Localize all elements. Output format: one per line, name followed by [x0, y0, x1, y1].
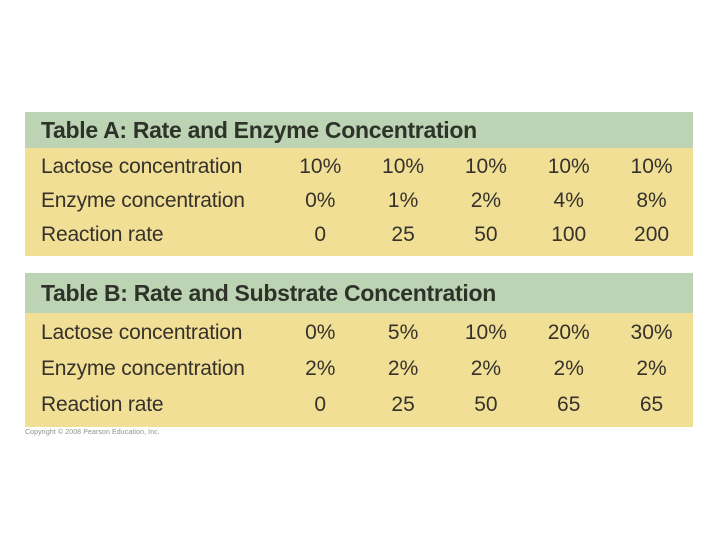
table-cell: 25 — [391, 393, 415, 416]
table-cell: 0% — [305, 321, 336, 344]
table-cell: 2% — [305, 357, 336, 380]
table-cell: 2% — [636, 357, 667, 380]
table-cell: 200 — [634, 223, 670, 246]
table-a-title: Table A: Rate and Enzyme Concentration — [41, 116, 477, 143]
table-cell: 10% — [382, 155, 425, 178]
table-cell: 10% — [547, 155, 590, 178]
table-cell: 4% — [553, 189, 584, 212]
row-label: Enzyme concentration — [41, 357, 245, 380]
table-cell: 20% — [547, 321, 590, 344]
table-cell: 2% — [387, 357, 419, 380]
table-cell: 10% — [299, 155, 342, 178]
row-label: Lactose concentration — [41, 155, 243, 178]
table-b-body: Lactose concentration 0% 5% 10% 20% 30% … — [25, 313, 693, 427]
table-cell: 10% — [464, 155, 507, 178]
copyright-notice: Copyright © 2008 Pearson Education, Inc. — [25, 429, 160, 436]
table-b-header: Table B: Rate and Substrate Concentratio… — [25, 273, 693, 313]
table-row: Lactose concentration 10% 10% 10% 10% 10… — [25, 150, 693, 184]
table-cell: 50 — [474, 393, 498, 416]
table-cell: 1% — [387, 189, 419, 212]
table-row: Enzyme concentration 2% 2% 2% 2% 2% — [25, 351, 693, 387]
table-cell: 65 — [557, 393, 581, 416]
table-row: Reaction rate 0 25 50 100 200 — [25, 218, 693, 252]
table-cell: 0 — [314, 393, 327, 416]
table-cell: 65 — [639, 393, 664, 416]
row-label: Lactose concentration — [41, 321, 243, 344]
table-a-header: Table A: Rate and Enzyme Concentration — [25, 112, 693, 148]
table-cell: 10% — [630, 155, 673, 178]
table-a-body: Lactose concentration 10% 10% 10% 10% 10… — [25, 148, 693, 256]
table-row: Lactose concentration 0% 5% 10% 20% 30% — [25, 315, 693, 351]
table-cell: 10% — [464, 321, 507, 344]
table-cell: 8% — [636, 189, 667, 212]
table-cell: 2% — [553, 357, 584, 380]
table-cell: 50 — [474, 223, 498, 246]
row-label: Reaction rate — [41, 223, 164, 246]
table-cell: 5% — [387, 321, 419, 344]
table-cell: 2% — [470, 189, 502, 212]
row-label: Reaction rate — [41, 393, 164, 416]
table-cell: 30% — [630, 321, 673, 344]
table-a-panel: Table A: Rate and Enzyme Concentration L… — [25, 112, 693, 256]
row-label: Enzyme concentration — [41, 189, 245, 212]
table-row: Enzyme concentration 0% 1% 2% 4% 8% — [25, 184, 693, 218]
table-cell: 0 — [314, 223, 327, 246]
table-cell: 0% — [305, 189, 336, 212]
table-b-title: Table B: Rate and Substrate Concentratio… — [41, 279, 497, 306]
table-row: Reaction rate 0 25 50 65 65 — [25, 387, 693, 423]
table-cell: 2% — [470, 357, 502, 380]
table-cell: 100 — [551, 223, 587, 246]
table-b-panel: Table B: Rate and Substrate Concentratio… — [25, 273, 693, 427]
table-cell: 25 — [391, 223, 415, 246]
